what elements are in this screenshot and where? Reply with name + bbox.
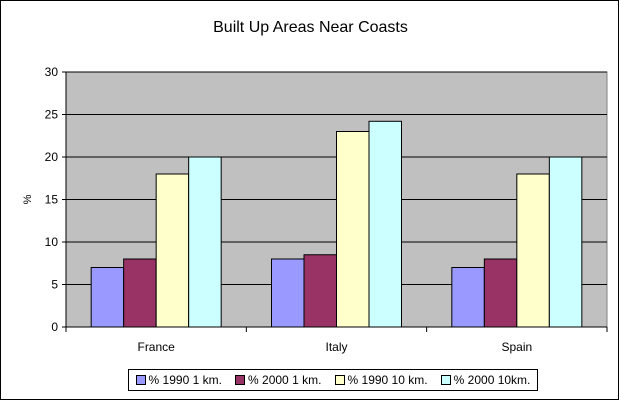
x-tick-label: France	[137, 340, 175, 354]
legend-item: % 2000 10km.	[440, 373, 531, 387]
bar	[188, 156, 222, 328]
bar	[483, 258, 518, 328]
bar	[336, 131, 370, 328]
bar	[368, 120, 402, 328]
legend-item: % 2000 1 km.	[235, 373, 321, 387]
y-tick-label: 15	[45, 193, 59, 207]
legend: % 1990 1 km. % 2000 1 km. % 1990 10 km. % 2…	[128, 369, 538, 391]
bar	[155, 173, 190, 328]
legend-label: % 2000 1 km.	[248, 373, 322, 387]
bar	[451, 267, 485, 328]
legend-item: % 1990 1 km.	[135, 373, 222, 387]
legend-label: % 2000 10km.	[453, 373, 531, 387]
x-tick-label: Spain	[501, 340, 532, 354]
x-tick-label: Italy	[325, 340, 347, 354]
legend-swatch	[235, 375, 246, 385]
y-axis-label: %	[22, 194, 34, 204]
legend-item: % 1990 10 km.	[334, 373, 428, 387]
y-tick-label: 30	[45, 65, 59, 79]
bar	[516, 173, 550, 328]
legend-swatch	[440, 375, 451, 385]
legend-swatch	[334, 375, 345, 385]
y-tick-label: 0	[51, 320, 58, 334]
y-tick-label: 5	[51, 278, 58, 292]
chart-title: Built Up Areas Near Coasts	[213, 19, 408, 36]
legend-label: % 1990 10 km.	[347, 373, 428, 387]
bar	[548, 156, 583, 328]
legend-swatch	[135, 375, 146, 385]
bar	[90, 267, 125, 328]
bar	[123, 258, 157, 328]
bar	[271, 258, 305, 328]
bar	[303, 254, 337, 328]
y-tick-label: 10	[45, 235, 59, 249]
y-tick-label: 20	[45, 150, 59, 164]
legend-label: % 1990 1 km.	[148, 373, 222, 387]
y-tick-label: 25	[45, 108, 59, 122]
